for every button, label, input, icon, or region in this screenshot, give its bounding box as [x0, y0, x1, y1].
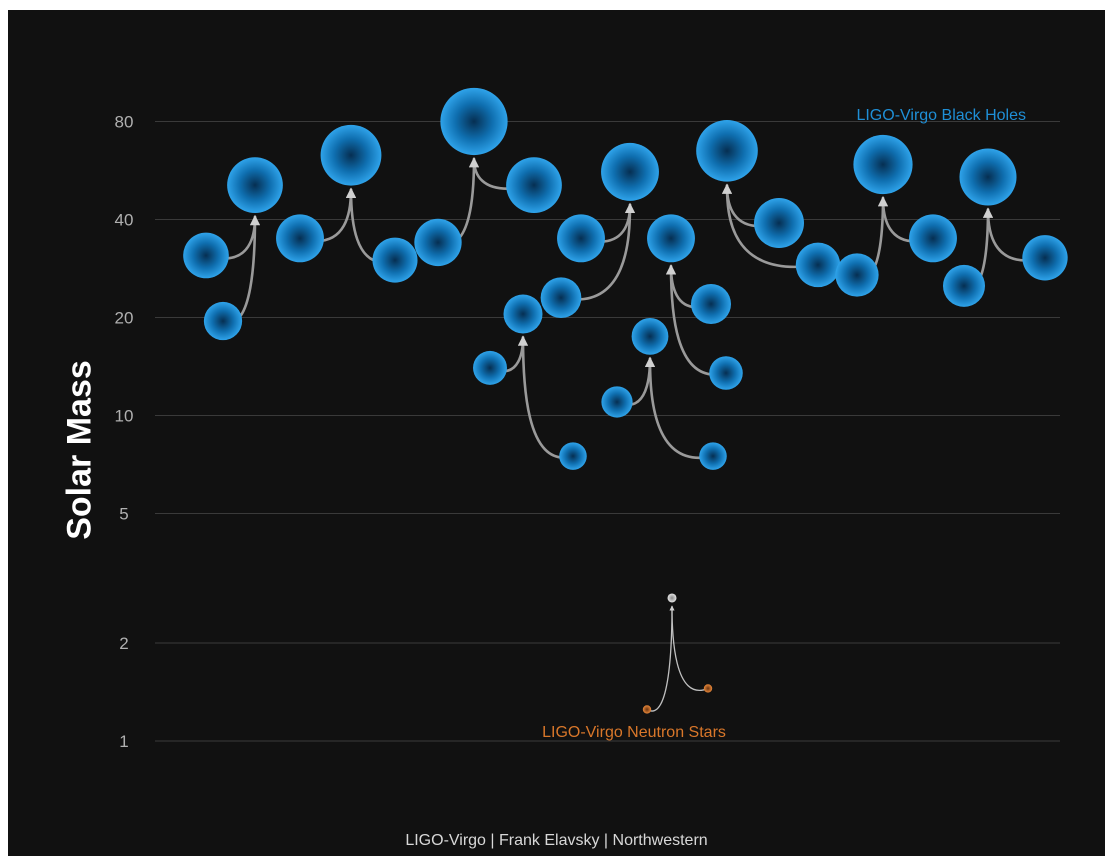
black-hole-point: [690, 283, 732, 324]
black-hole-point: [557, 214, 605, 263]
merger-remnant-point: [667, 593, 677, 603]
series-label-neutron-stars: LIGO-Virgo Neutron Stars: [542, 724, 726, 741]
y-tick-label: 10: [115, 406, 134, 425]
black-hole-point: [709, 356, 743, 390]
black-hole-remnant-point: [503, 294, 543, 334]
black-hole-remnant-point: [227, 157, 283, 213]
y-tick-label: 20: [115, 308, 134, 327]
black-hole-point: [559, 442, 587, 470]
black-hole-remnant-point: [440, 87, 508, 156]
black-hole-point: [835, 253, 879, 297]
black-hole-point: [540, 277, 582, 319]
y-tick-label: 2: [119, 634, 128, 653]
black-hole-point: [203, 301, 243, 341]
black-hole-point: [414, 218, 462, 267]
y-tick-label: 80: [115, 112, 134, 131]
black-hole-remnant-point: [647, 214, 695, 263]
y-tick-label: 1: [119, 732, 128, 751]
black-hole-remnant-point: [853, 134, 913, 195]
neutron-star-point: [642, 705, 652, 714]
y-tick-label: 5: [119, 504, 128, 523]
black-hole-remnant-point: [696, 120, 758, 182]
merger-arrow: [721, 183, 820, 269]
black-hole-point: [506, 157, 562, 213]
chart-canvas: 1 2 5 10 20 40 80 LIGO-Virgo Black Holes LIGO-…: [115, 87, 1068, 751]
y-axis-label: Solar Mass: [60, 360, 99, 540]
neutron-star-point: [703, 684, 713, 693]
black-hole-point: [372, 237, 418, 283]
merger-arrow: [646, 605, 673, 712]
black-hole-remnant-point: [320, 124, 382, 186]
black-hole-remnant-point: [959, 148, 1017, 206]
grid-layer: 1 2 5 10 20 40 80: [115, 112, 1060, 751]
merger-arrow: [669, 605, 709, 691]
black-hole-point: [601, 386, 633, 418]
black-hole-remnant-point: [631, 317, 669, 355]
merger-arrow: [644, 356, 715, 460]
black-hole-point: [276, 214, 324, 263]
black-hole-point: [754, 198, 804, 249]
y-tick-label: 40: [115, 210, 134, 229]
black-hole-point: [909, 214, 957, 263]
black-hole-point: [943, 264, 985, 307]
black-hole-remnant-point: [601, 142, 659, 201]
credit-line: LIGO-Virgo | Frank Elavsky | Northwester…: [405, 832, 708, 849]
black-hole-point: [699, 442, 727, 470]
series-label-black-holes: LIGO-Virgo Black Holes: [856, 107, 1026, 124]
black-hole-point: [795, 242, 841, 288]
black-hole-point: [473, 350, 507, 385]
data-points: [183, 87, 1068, 714]
merger-arrow: [517, 335, 575, 459]
black-hole-point: [1022, 235, 1068, 281]
chart-frame: 1 2 5 10 20 40 80 LIGO-Virgo Black Holes LIGO-…: [8, 10, 1105, 856]
black-hole-point: [183, 232, 229, 279]
